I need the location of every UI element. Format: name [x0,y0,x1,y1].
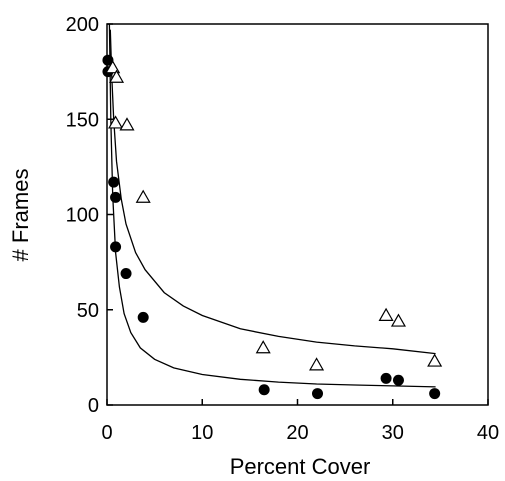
filled-circle-point [120,268,132,280]
lower-fit-curve [108,23,436,388]
filled-circle-point [110,241,122,253]
open-triangle-point [378,307,394,321]
x-axis-label: Percent Cover [230,454,371,479]
open-triangle-point [108,115,124,129]
y-axis-label: # Frames [8,169,33,262]
filled-circle-point [110,191,122,203]
data-points [102,54,443,400]
plot-border [106,23,489,406]
open-triangle-point [119,117,135,131]
y-tick-label: 0 [88,395,99,417]
open-triangle-point [105,60,121,74]
open-triangle-point [309,357,325,371]
upper-fit-curve [109,29,436,355]
x-tick-label: 0 [101,422,112,444]
fit-curves [108,23,436,388]
open-triangle-point [427,353,443,367]
filled-circle-point [102,54,114,66]
filled-circle-point [312,388,324,400]
x-tick-label: 20 [286,422,308,444]
open-triangle-point [108,69,125,83]
filled-circle-point [108,176,120,188]
open-triangle-point [255,340,271,354]
x-tick-label: 30 [382,422,404,444]
y-tick-label: 150 [66,109,99,131]
filled-circle-point [380,372,392,384]
filled-circle-point [137,311,149,323]
filled-circle-point [258,384,270,396]
x-tick-label: 40 [477,422,499,444]
y-tick-label: 50 [77,300,99,322]
open-triangle-point [135,189,151,203]
x-axis-ticks: 0 10 20 30 40 [101,399,499,444]
y-tick-label: 200 [66,14,99,36]
x-tick-label: 10 [191,422,213,444]
filled-circle-point [392,374,404,386]
y-axis-ticks: 0 50 100 150 200 [66,14,113,417]
filled-circle-point [429,388,441,400]
open-triangle-point [390,313,406,327]
y-tick-label: 100 [66,205,99,227]
plot-frame [106,23,489,406]
